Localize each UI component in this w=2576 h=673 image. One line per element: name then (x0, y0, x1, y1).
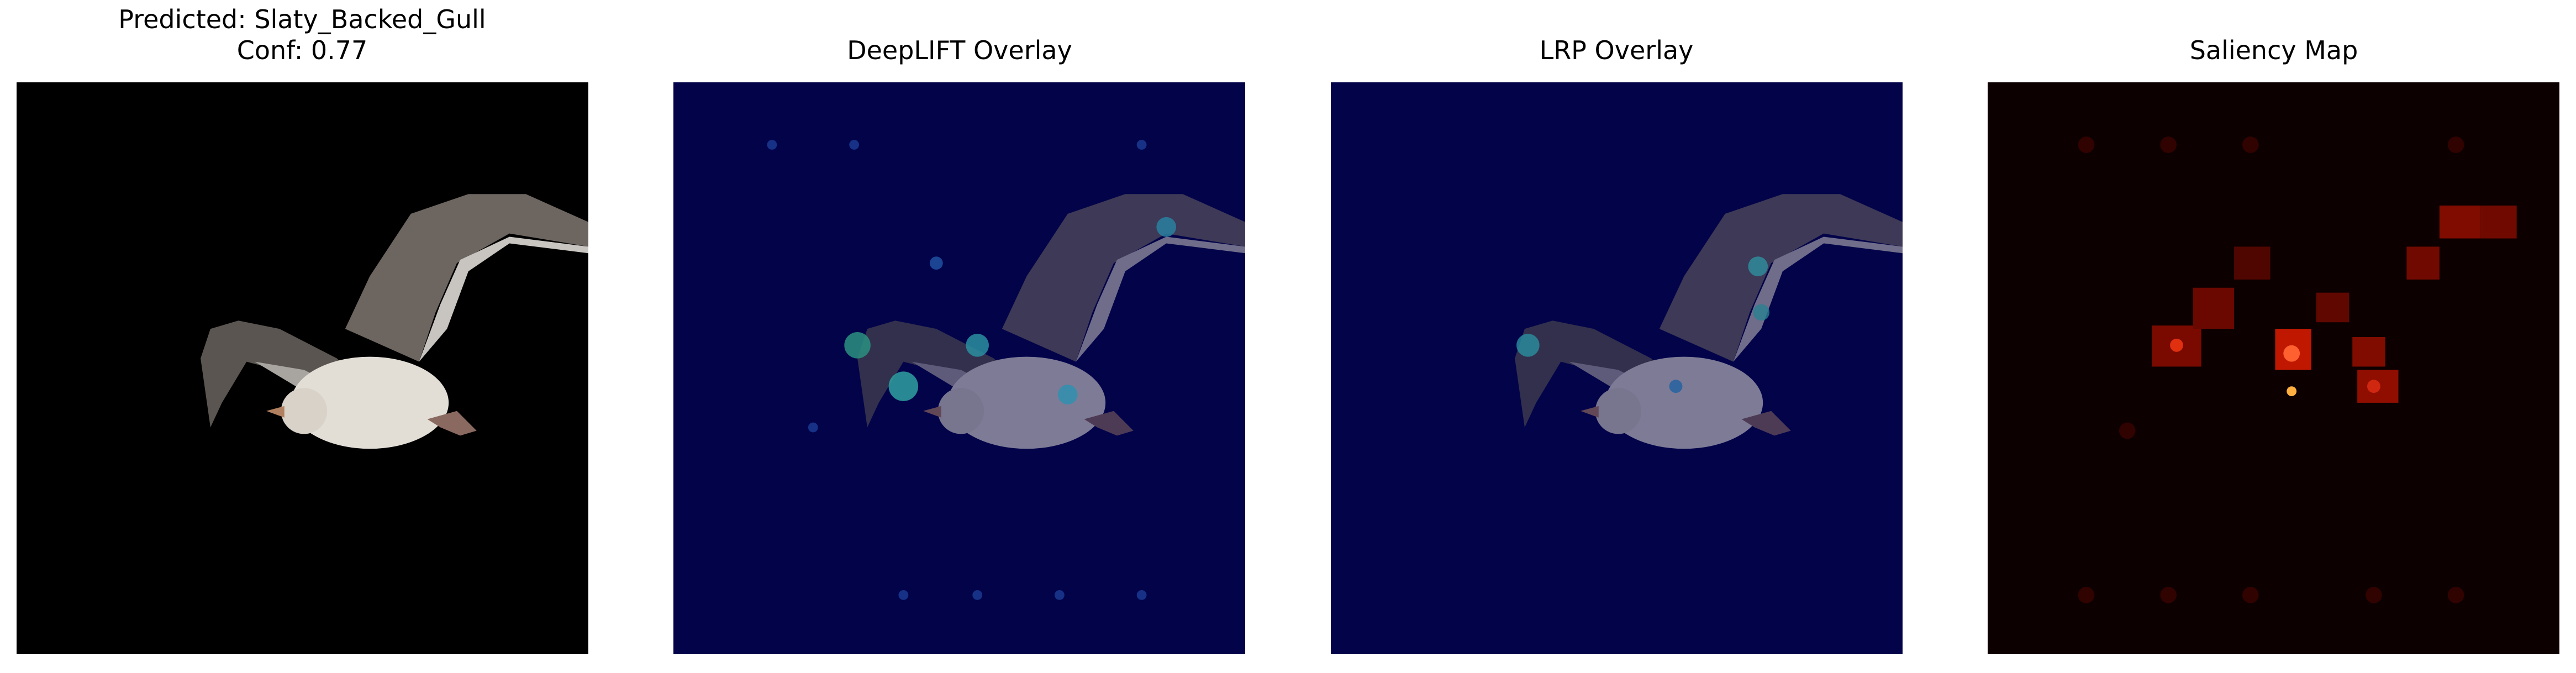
image (1988, 82, 2559, 654)
saliency-blobs (2078, 136, 2517, 603)
attribution (1516, 256, 1770, 393)
panel-title: DeepLIFT Overlay (847, 35, 1072, 65)
panel-lrp (1331, 82, 1903, 654)
panel-title: Predicted: Slaty_Backed_Gull Conf: 0.77 (118, 4, 486, 65)
panel-original (17, 82, 588, 654)
panel-title: Saliency Map (2190, 35, 2358, 65)
title-line: LRP Overlay (1540, 35, 1694, 65)
title-line: DeepLIFT Overlay (847, 35, 1072, 65)
title-line: Saliency Map (2190, 35, 2358, 65)
attribution (767, 140, 1177, 600)
panel-saliency (1988, 82, 2559, 654)
title-line: Predicted: Slaty_Backed_Gull (118, 4, 486, 34)
panel-deeplift (673, 82, 1245, 654)
title-line: Conf: 0.77 (237, 35, 368, 65)
panel-title: LRP Overlay (1540, 35, 1694, 65)
